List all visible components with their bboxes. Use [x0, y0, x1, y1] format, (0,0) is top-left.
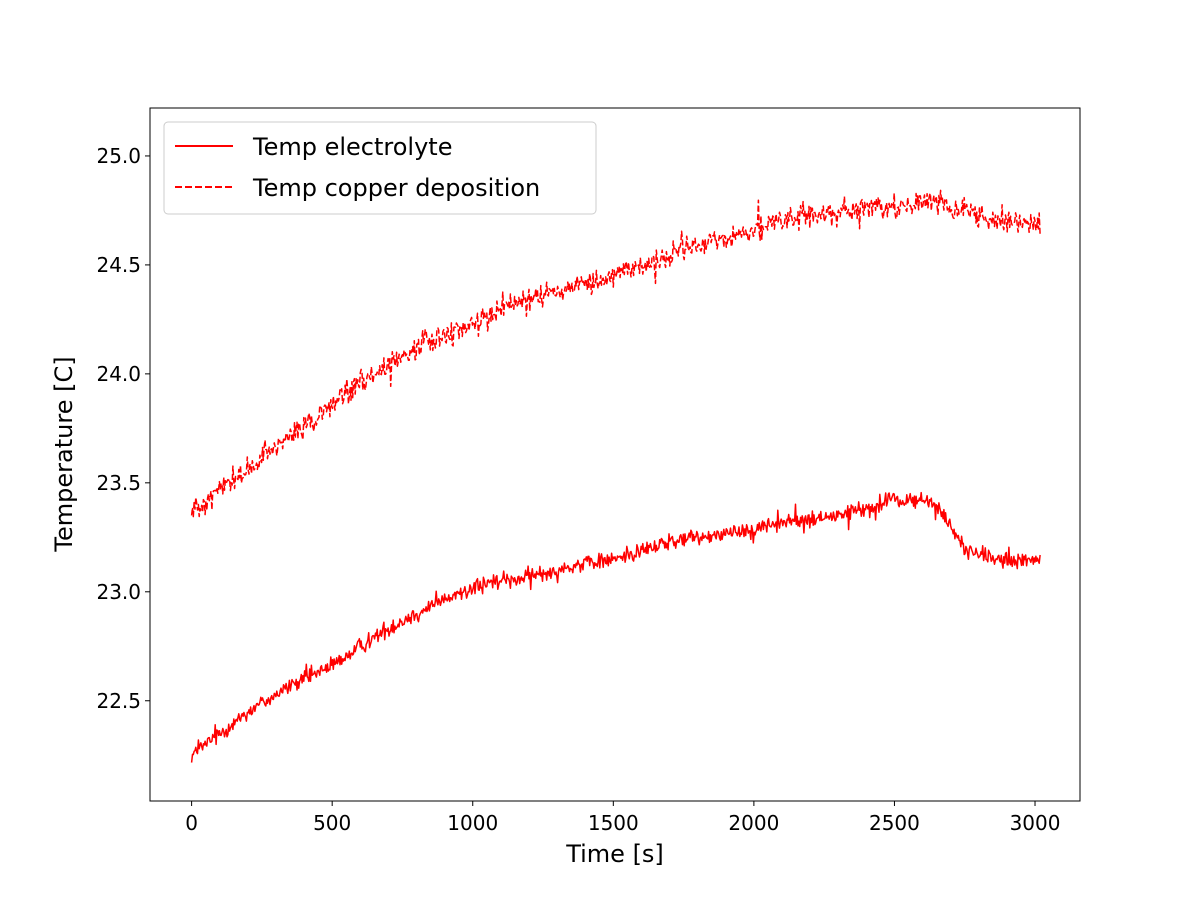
legend-label-electrolyte: Temp electrolyte [252, 133, 452, 161]
y-tick-label: 24.0 [96, 362, 141, 386]
x-tick-label: 500 [313, 811, 351, 835]
y-tick-label: 24.5 [96, 253, 141, 277]
x-tick-label: 2000 [728, 811, 779, 835]
y-axis: 22.5 23.0 23.5 24.0 24.5 25.0 [96, 144, 150, 713]
y-tick-label: 23.0 [96, 580, 141, 604]
legend-box [163, 121, 597, 215]
legend-label-copper-deposition: Temp copper deposition [252, 174, 540, 202]
x-tick-label: 0 [185, 811, 198, 835]
x-tick-label: 3000 [1010, 811, 1061, 835]
plot-frame [149, 107, 1081, 802]
x-tick-label: 1500 [588, 811, 639, 835]
series-line-copper-deposition [190, 189, 1041, 518]
x-tick-label: 2500 [869, 811, 920, 835]
series-layer [190, 189, 1041, 763]
x-tick-label: 1000 [447, 811, 498, 835]
x-axis-label: Time [s] [565, 840, 664, 868]
x-axis: 0 500 1000 1500 2000 2500 3000 [185, 801, 1060, 835]
y-axis-label: Temperature [C] [50, 356, 78, 552]
y-tick-label: 22.5 [96, 689, 141, 713]
y-tick-label: 23.5 [96, 471, 141, 495]
series-line-electrolyte [190, 491, 1041, 763]
y-tick-label: 25.0 [96, 144, 141, 168]
legend: Temp electrolyte Temp copper deposition [163, 121, 597, 215]
